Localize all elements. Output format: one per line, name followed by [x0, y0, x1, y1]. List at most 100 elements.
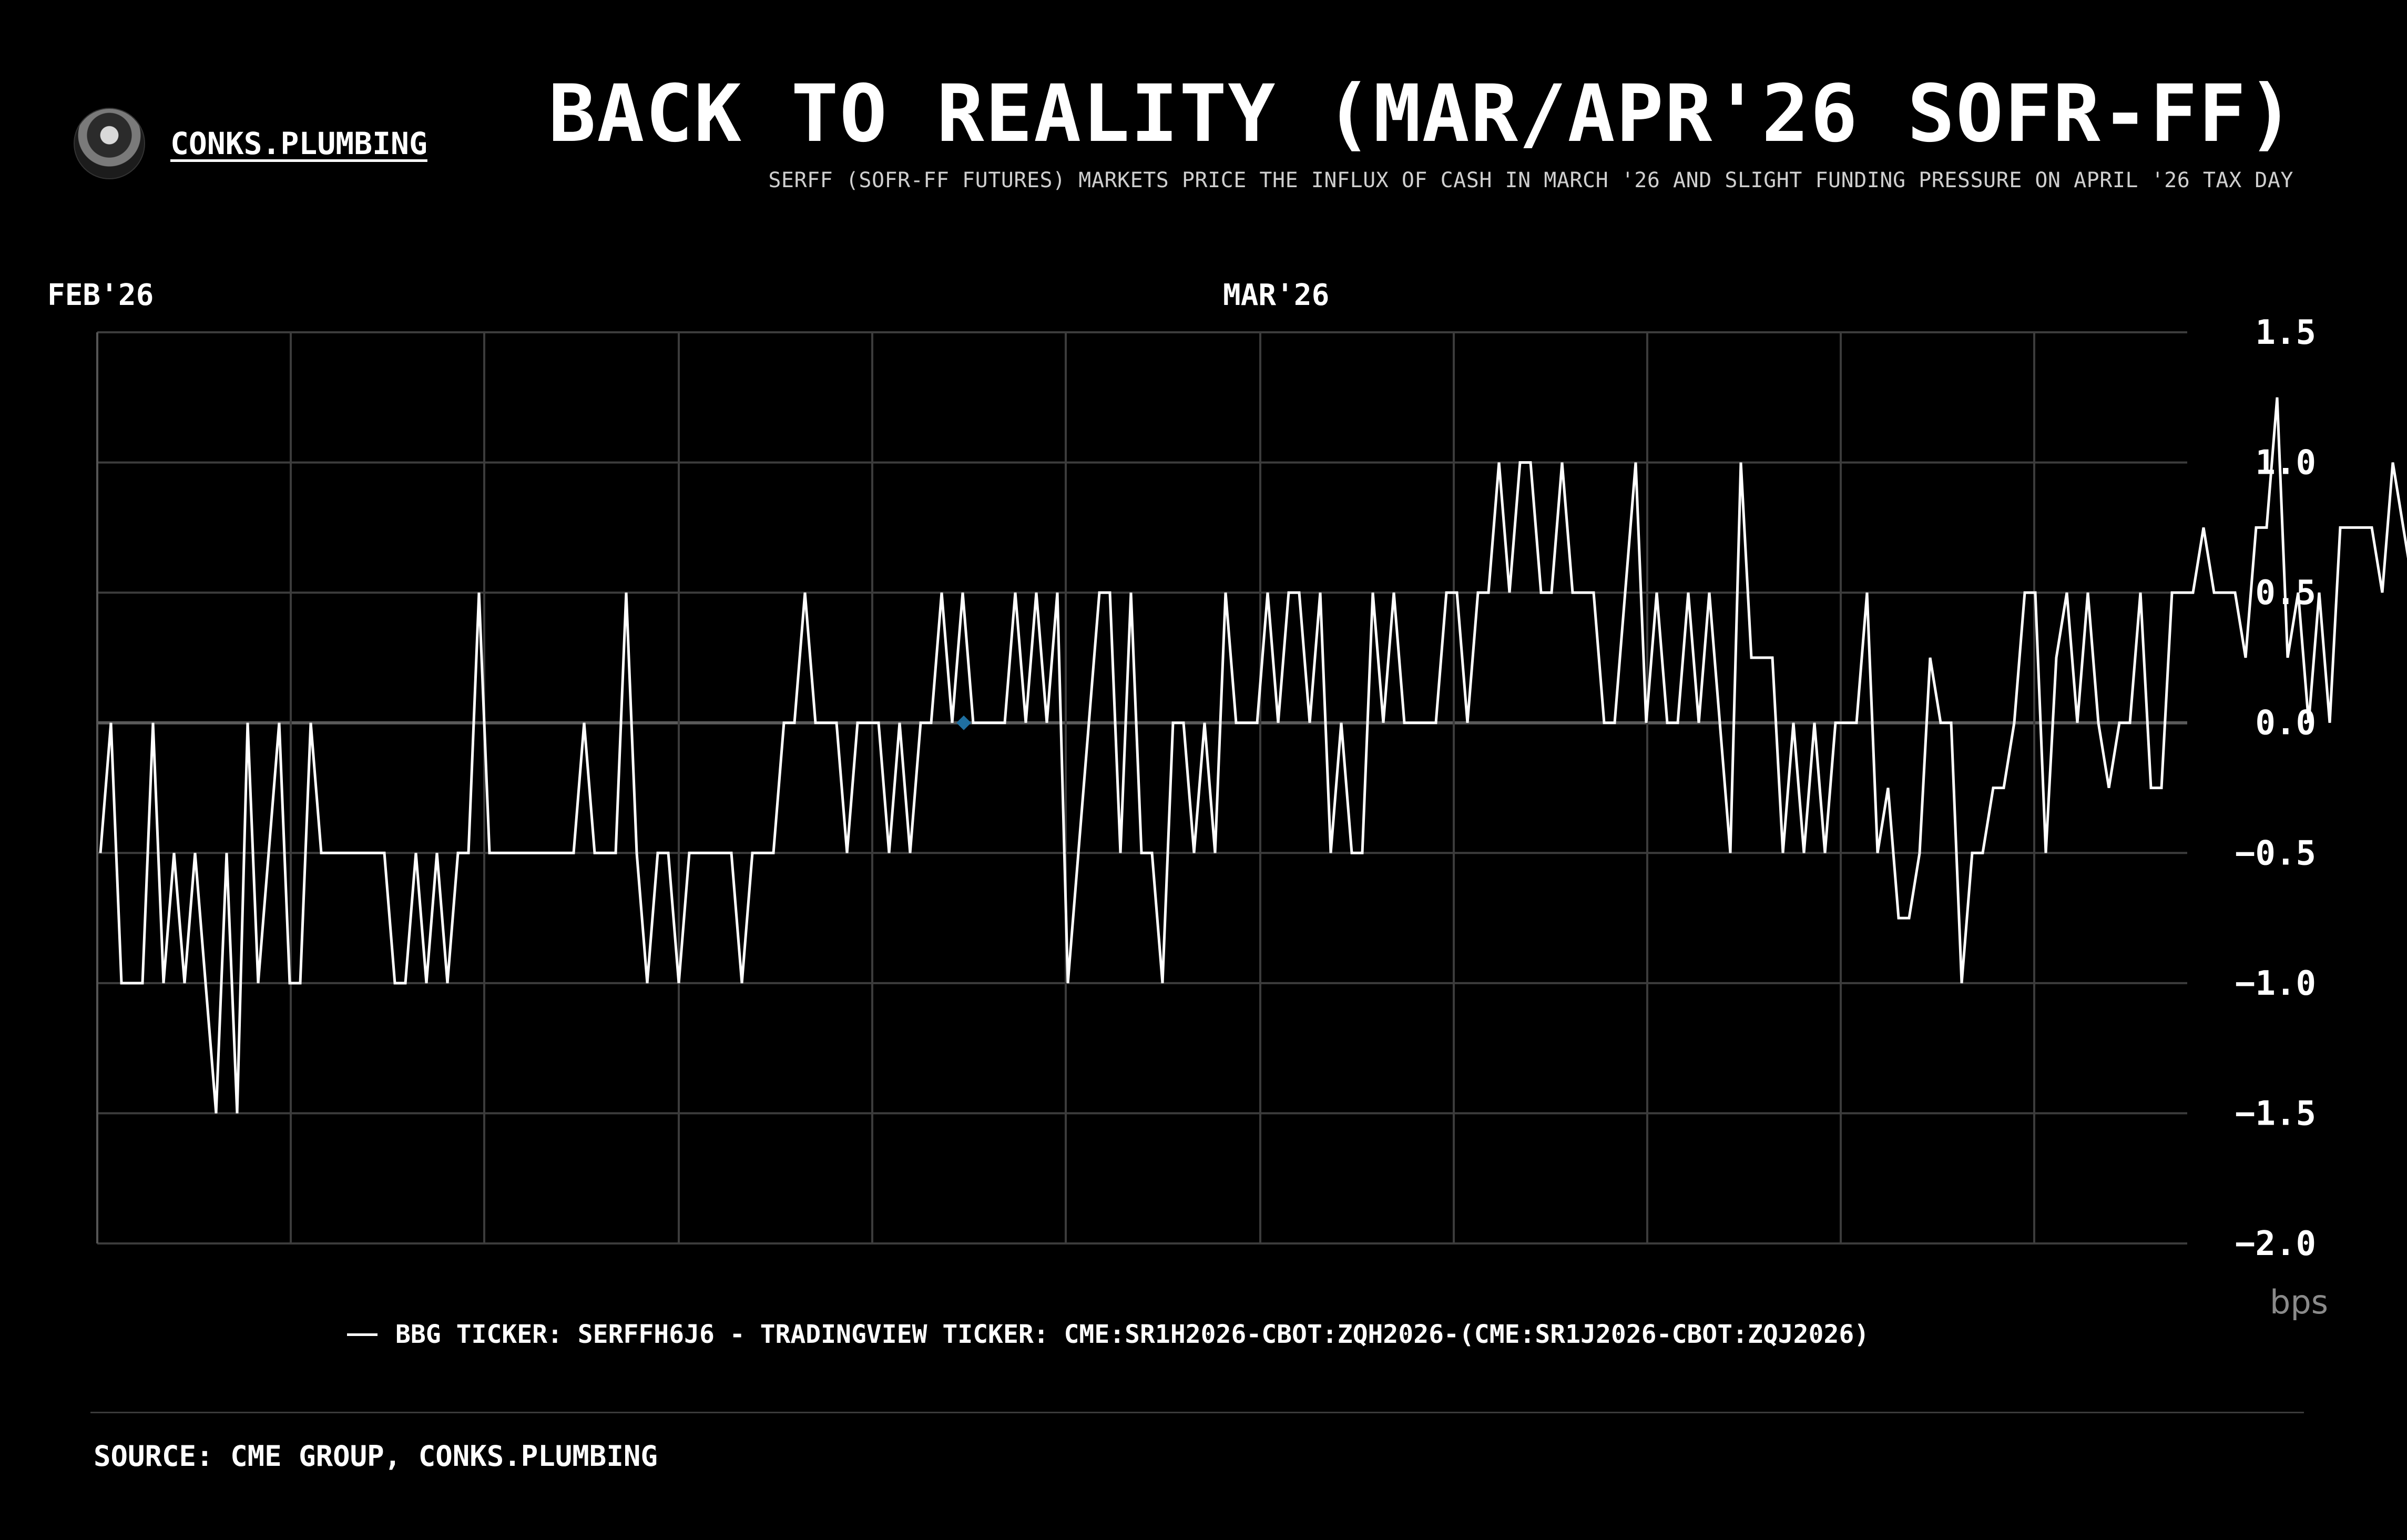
data-point — [488, 851, 491, 854]
data-point — [267, 851, 270, 854]
data-point — [467, 851, 470, 854]
data-point — [456, 851, 460, 854]
data-point — [1403, 721, 1406, 725]
data-point — [698, 851, 701, 854]
data-point — [656, 851, 659, 854]
data-point — [1003, 721, 1006, 725]
data-point — [1277, 721, 1280, 725]
data-point — [193, 851, 197, 854]
data-point — [1413, 721, 1416, 725]
data-point — [1182, 721, 1185, 725]
data-point — [1666, 721, 1669, 725]
data-point — [1245, 721, 1248, 725]
data-point — [1708, 591, 1711, 594]
data-point — [1624, 591, 1627, 594]
data-point — [1445, 591, 1448, 594]
data-point — [540, 851, 544, 854]
data-point — [1971, 851, 1974, 854]
data-point — [2055, 656, 2058, 659]
data-point — [709, 851, 712, 854]
data-point — [1634, 461, 1637, 464]
chart-legend: BBG TICKER: SERFFH6J6 - TRADINGVIEW TICK… — [347, 1320, 1869, 1349]
data-point — [1823, 851, 1827, 854]
data-point — [1487, 591, 1490, 594]
month-label: FEB'26 — [47, 278, 154, 312]
data-point — [2013, 721, 2016, 725]
data-point — [2307, 721, 2310, 725]
data-point — [1603, 721, 1606, 725]
data-point — [2044, 851, 2047, 854]
data-point — [2286, 656, 2289, 659]
data-point — [940, 591, 943, 594]
data-point — [2360, 526, 2363, 529]
data-point — [414, 851, 417, 854]
data-point — [1750, 656, 1753, 659]
data-point — [1697, 721, 1700, 725]
footer-divider — [90, 1412, 2304, 1413]
data-point — [1497, 461, 1501, 464]
data-point — [1014, 591, 1017, 594]
data-point — [1192, 851, 1196, 854]
data-point — [1655, 591, 1658, 594]
data-point — [2381, 591, 2384, 594]
data-point — [1834, 721, 1837, 725]
data-point — [1098, 591, 1101, 594]
chart-subtitle: SERFF (SOFR-FF FUTURES) MARKETS PRICE TH… — [768, 168, 2293, 192]
data-point — [2139, 591, 2142, 594]
data-point — [1687, 591, 1690, 594]
source-note: SOURCE: CME GROUP, CONKS.PLUMBING — [94, 1440, 658, 1473]
data-point — [130, 982, 134, 985]
data-point — [1876, 851, 1879, 854]
data-point — [2002, 787, 2005, 790]
y-tick-label: 0.0 — [2255, 704, 2316, 743]
data-point — [824, 721, 828, 725]
data-point — [2149, 787, 2153, 790]
data-point — [2265, 526, 2268, 529]
data-point — [1171, 721, 1175, 725]
data-point — [1792, 721, 1795, 725]
data-point — [1929, 656, 1932, 659]
data-point — [2128, 721, 2131, 725]
crosshair-marker — [956, 715, 971, 730]
data-point — [509, 851, 512, 854]
data-point — [1150, 851, 1154, 854]
data-point — [1350, 851, 1353, 854]
data-point — [519, 851, 523, 854]
data-point — [2297, 591, 2300, 594]
data-point — [562, 851, 565, 854]
data-point — [1077, 851, 1080, 854]
data-point — [782, 721, 786, 725]
data-point — [1235, 721, 1238, 725]
data-point — [1981, 851, 1984, 854]
data-point — [1561, 461, 1564, 464]
data-point — [1224, 591, 1227, 594]
data-point — [2076, 721, 2079, 725]
data-point — [1771, 656, 1774, 659]
data-point — [183, 982, 186, 985]
data-point — [498, 851, 502, 854]
data-point — [2276, 396, 2279, 399]
data-point — [2160, 787, 2163, 790]
brand-link[interactable]: CONKS.PLUMBING — [170, 126, 427, 161]
data-point — [572, 851, 575, 854]
brand-avatar — [74, 108, 145, 179]
data-point — [856, 721, 859, 725]
data-point — [2097, 721, 2100, 725]
data-point — [1256, 721, 1259, 725]
data-point — [1645, 721, 1648, 725]
data-point — [845, 851, 849, 854]
data-point — [151, 721, 155, 725]
data-point — [99, 851, 102, 854]
data-point — [677, 982, 680, 985]
data-point — [1455, 591, 1459, 594]
data-point — [1802, 851, 1806, 854]
data-point — [898, 721, 901, 725]
data-point — [719, 851, 722, 854]
data-point — [835, 721, 838, 725]
data-point — [2318, 591, 2321, 594]
data-point — [551, 851, 554, 854]
data-point — [1718, 721, 1721, 725]
data-point — [1340, 721, 1343, 725]
data-point — [793, 721, 796, 725]
y-tick-label: −2.0 — [2235, 1225, 2316, 1263]
